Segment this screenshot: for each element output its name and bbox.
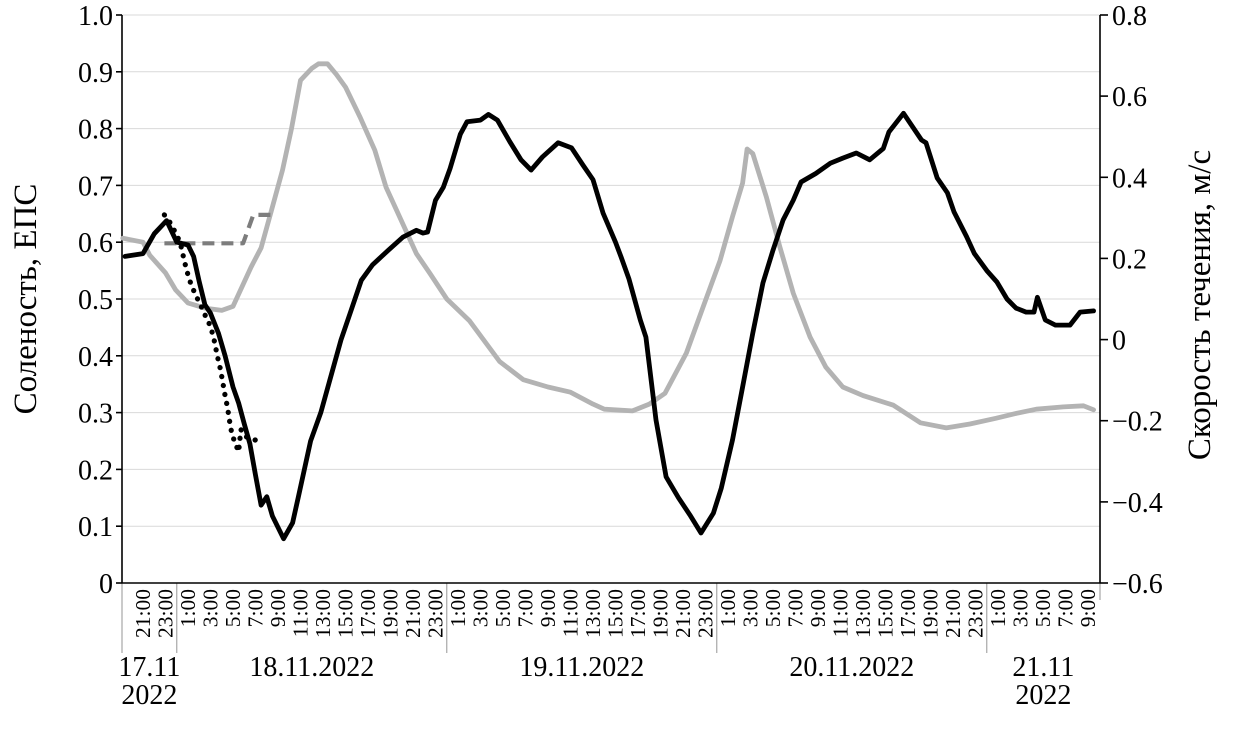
right-axis-tick-label: −0.6 [1112,569,1163,600]
right-axis-tick-label: 0.2 [1112,244,1147,275]
left-axis-tick-label: 0.4 [78,342,113,373]
x-time-tick-label: 1:00 [716,589,740,627]
x-time-tick-label: 1:00 [176,589,200,627]
x-time-tick-label: 5:00 [491,589,515,627]
right-axis-tick-label: 0 [1112,326,1126,357]
x-time-tick-label: 7:00 [1054,589,1078,627]
right-axis-title: Скорость течения, м/с [1182,150,1218,460]
x-time-tick-label: 23:00 [154,589,178,638]
chart-generated-layer: 1.0 0.9 0.8 0.7 0.6 0.5 0.4 0.3 0.2 0.1 0 0.8 0.6 0.4… [78,1,1163,711]
left-axis-tick-label: 0.5 [78,285,113,316]
x-time-tick-label: 15:00 [334,589,358,638]
x-date-label: 19.11.2022 [519,652,644,683]
x-time-tick-label: 19:00 [379,589,403,638]
left-axis-tick-label: 0.7 [78,171,113,202]
left-axis-tick-label: 0.1 [78,512,113,543]
x-date-label: 2022 [121,680,177,711]
x-time-tick-label: 13:00 [311,589,335,638]
x-time-tick-label: 9:00 [806,589,830,627]
right-axis-tick-label: 0.8 [1112,1,1147,32]
x-time-tick-label: 15:00 [604,589,628,638]
x-time-tick-label: 17:00 [356,589,380,638]
x-time-tick-label: 7:00 [514,589,538,627]
x-time-tick-label: 11:00 [559,589,583,637]
left-axis-tick-label: 0.8 [78,115,113,146]
x-time-tick-label: 23:00 [964,589,988,638]
left-axis-title: Соленость, ЕПС [8,184,44,415]
x-time-tick-label: 1:00 [986,589,1010,627]
x-time-tick-label: 3:00 [1009,589,1033,627]
x-date-label: 17.11 [118,652,180,683]
series-black-solid-line [122,110,1096,542]
x-time-tick-label: 1:00 [446,589,470,627]
left-axis-tick-label: 0.3 [78,399,113,430]
left-axis-tick-label: 0.2 [78,455,113,486]
x-time-tick-label: 5:00 [761,589,785,627]
x-date-label: 20.11.2022 [789,652,914,683]
x-time-tick-label: 23:00 [424,589,448,638]
x-time-tick-label: 3:00 [739,589,763,627]
x-time-tick-label: 13:00 [851,589,875,638]
x-time-tick-label: 9:00 [266,589,290,627]
right-axis-tick-label: 0.6 [1112,82,1147,113]
series-gray-dashed-line [164,212,272,246]
x-date-label: 2022 [1015,680,1071,711]
left-axis-tick-label: 0.9 [78,58,113,89]
x-time-tick-label: 7:00 [244,589,268,627]
x-time-tick-label: 17:00 [626,589,650,638]
right-axis-tick-label: 0.4 [1112,163,1147,194]
x-time-tick-label: 11:00 [289,589,313,637]
x-time-tick-label: 3:00 [199,589,223,627]
x-time-tick-label: 19:00 [649,589,673,638]
x-time-tick-label: 21:00 [131,589,155,638]
x-time-tick-label: 23:00 [694,589,718,638]
x-time-tick-label: 9:00 [1076,589,1100,627]
x-time-tick-label: 11:00 [829,589,853,637]
left-axis-tick-label: 1.0 [78,1,113,32]
x-time-tick-label: 5:00 [1031,589,1055,627]
right-axis-tick-label: −0.4 [1112,488,1163,519]
x-time-tick-label: 5:00 [221,589,245,627]
x-time-tick-label: 15:00 [874,589,898,638]
x-date-label: 21.11 [1012,652,1074,683]
x-time-tick-label: 3:00 [469,589,493,627]
x-time-tick-label: 17:00 [896,589,920,638]
x-time-tick-label: 7:00 [784,589,808,627]
x-date-label: 18.11.2022 [249,652,374,683]
x-time-tick-label: 13:00 [581,589,605,638]
x-time-tick-label: 21:00 [941,589,965,638]
x-time-tick-label: 9:00 [536,589,560,627]
left-axis-tick-label: 0 [99,569,113,600]
series-black-dotted-line [161,212,264,455]
right-axis-tick-label: −0.2 [1112,407,1163,438]
x-time-tick-label: 21:00 [401,589,425,638]
x-time-tick-label: 21:00 [671,589,695,638]
left-axis-tick-label: 0.6 [78,228,113,259]
x-time-tick-label: 19:00 [919,589,943,638]
series-gray-solid-line [120,61,1096,431]
